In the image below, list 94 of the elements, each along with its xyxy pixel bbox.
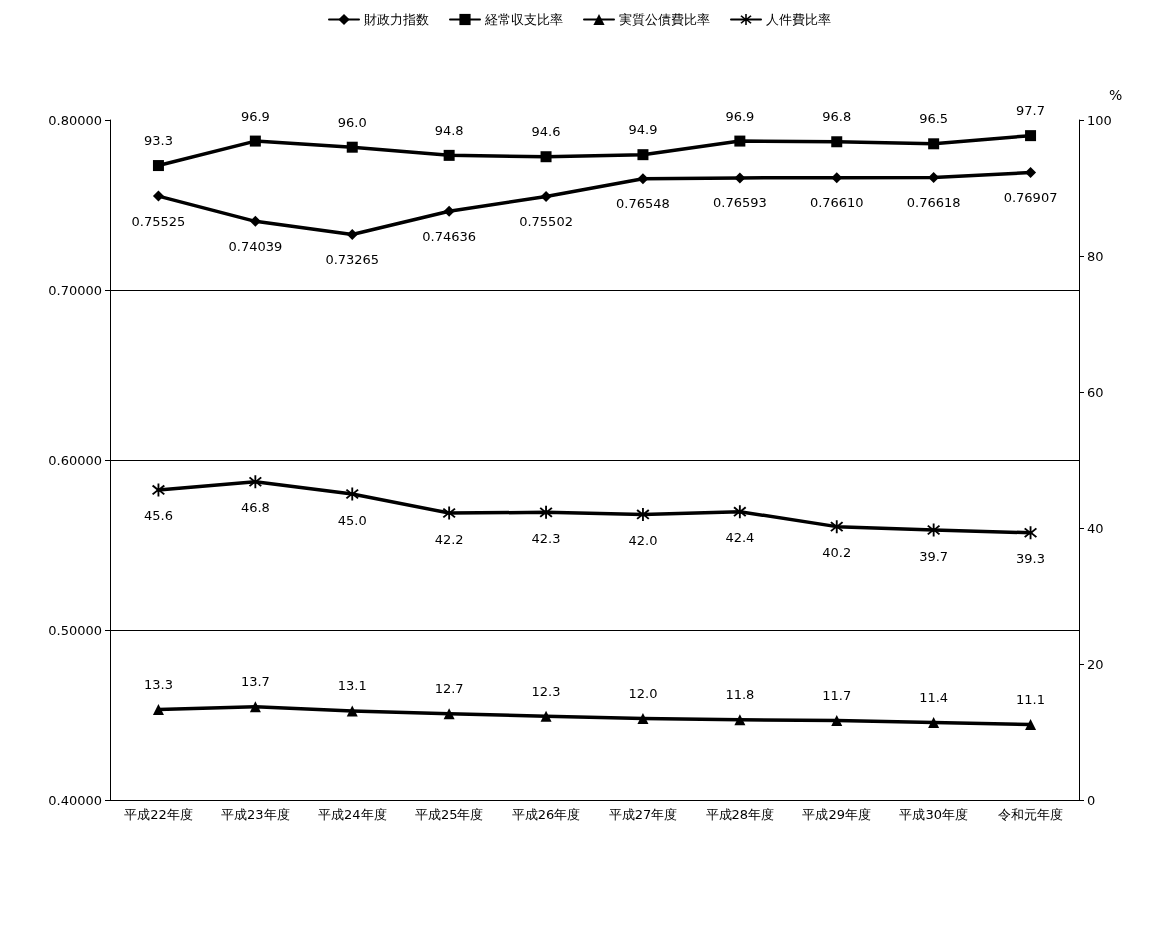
data-label: 42.3 (531, 530, 561, 546)
point (928, 716, 940, 728)
point (539, 505, 553, 519)
legend-label: 人件費比率 (766, 12, 831, 27)
data-label: 96.9 (240, 108, 270, 124)
data-label: 42.2 (434, 531, 464, 547)
data-label: 13.7 (240, 674, 270, 690)
data-label: 39.3 (1016, 551, 1046, 567)
data-label: 39.7 (919, 548, 949, 564)
point (443, 149, 455, 161)
data-label: 93.3 (143, 133, 173, 149)
data-label: 0.74636 (422, 228, 477, 244)
data-label: 45.0 (337, 512, 367, 528)
y2-tick-label: 100 (1087, 112, 1112, 128)
data-label: 13.3 (143, 677, 173, 693)
y-tick-label: 0.80000 (48, 112, 102, 128)
data-label: 11.4 (919, 689, 949, 705)
point (152, 160, 164, 172)
x-tick-label: 平成30年度 (899, 807, 968, 822)
data-label: 96.8 (822, 109, 852, 125)
data-label: 96.9 (725, 108, 755, 124)
point (442, 506, 456, 520)
y2-axis-title: % (1109, 87, 1123, 103)
point (443, 708, 455, 720)
y-tick-label: 0.50000 (48, 622, 102, 638)
point (830, 520, 844, 534)
data-label: 13.1 (337, 678, 367, 694)
point (927, 523, 941, 537)
x-tick-label: 平成28年度 (705, 807, 775, 822)
x-tick-label: 平成26年度 (511, 807, 581, 822)
point (1025, 130, 1037, 142)
y2-tick-label: 60 (1087, 384, 1104, 400)
point (540, 151, 552, 163)
data-label: 42.0 (628, 532, 658, 548)
data-label: 0.76618 (906, 194, 961, 210)
data-label: 0.74039 (228, 238, 283, 254)
x-tick-label: 平成24年度 (317, 807, 387, 822)
legend-label: 経常収支比率 (484, 12, 563, 27)
point (637, 712, 649, 724)
data-label: 97.7 (1016, 103, 1046, 119)
data-label: 0.75502 (519, 213, 573, 229)
point (831, 714, 843, 726)
y2-tick-label: 40 (1087, 520, 1104, 536)
point (928, 138, 940, 150)
data-label: 96.5 (919, 111, 949, 127)
data-label: 11.1 (1016, 692, 1046, 708)
point (248, 475, 262, 489)
point (734, 135, 746, 147)
legend-label: 実質公債費比率 (619, 12, 710, 27)
data-label: 94.8 (434, 122, 464, 138)
point (345, 487, 359, 501)
data-label: 42.4 (725, 530, 755, 546)
data-label: 46.8 (240, 500, 270, 516)
data-label: 94.6 (531, 124, 561, 140)
data-label: 11.7 (822, 687, 852, 703)
point (346, 705, 358, 717)
data-label: 0.76548 (616, 196, 670, 212)
data-label: 40.2 (822, 545, 852, 561)
point (249, 701, 261, 713)
data-label: 94.9 (628, 122, 658, 138)
y2-tick-label: 20 (1087, 656, 1104, 672)
point (346, 141, 358, 153)
data-label: 96.0 (337, 114, 367, 130)
data-label: 0.76593 (712, 195, 767, 211)
point (1025, 719, 1037, 731)
data-label: 12.7 (434, 681, 464, 697)
data-label: 45.6 (143, 508, 173, 524)
y-tick-label: 0.70000 (48, 282, 102, 298)
y2-tick-label: 80 (1087, 248, 1104, 264)
x-tick-label: 平成27年度 (608, 807, 678, 822)
point (831, 136, 843, 148)
data-label: 0.75525 (131, 213, 186, 229)
data-label: 12.0 (628, 685, 658, 701)
data-label: 11.8 (725, 687, 755, 703)
x-tick-label: 平成22年度 (124, 807, 193, 822)
point (540, 710, 552, 722)
point (636, 507, 650, 521)
point (637, 149, 649, 161)
y-tick-label: 0.60000 (48, 452, 102, 468)
data-label: 0.76907 (1003, 190, 1058, 206)
x-tick-label: 平成25年度 (414, 807, 484, 822)
legend-label: 財政力指数 (364, 12, 429, 27)
y2-tick-label: 0 (1087, 792, 1096, 808)
point (249, 135, 261, 147)
point (152, 704, 164, 716)
point (734, 714, 746, 726)
point (733, 505, 747, 519)
data-label: 12.3 (531, 683, 561, 699)
data-label: 0.76610 (809, 195, 864, 211)
x-tick-label: 平成29年度 (802, 807, 872, 822)
y-tick-label: 0.40000 (48, 792, 102, 808)
x-tick-label: 令和元年度 (998, 807, 1064, 822)
data-label: 0.73265 (325, 251, 380, 267)
x-tick-label: 平成23年度 (221, 807, 290, 822)
